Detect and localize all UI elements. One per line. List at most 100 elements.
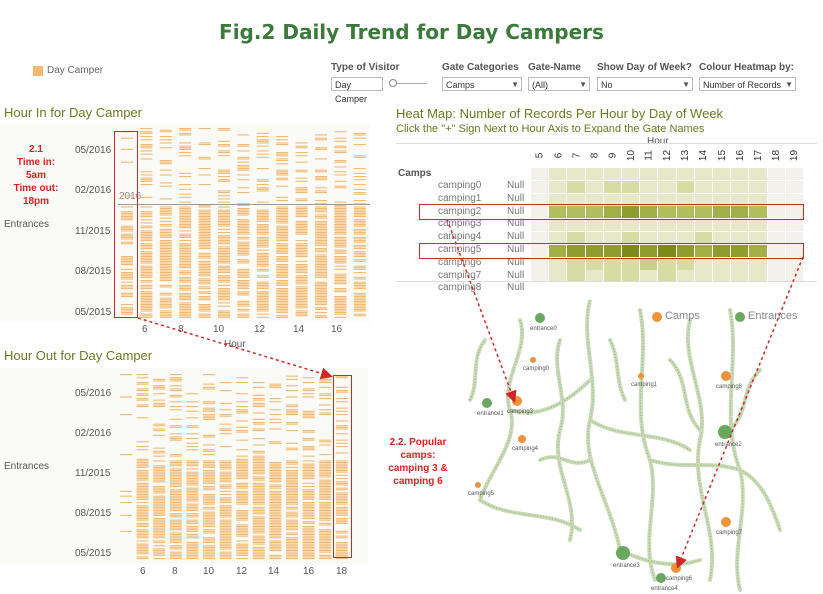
camping4-marker[interactable] xyxy=(518,435,526,443)
visitor-slider-track[interactable] xyxy=(397,83,427,84)
heatmap-cell[interactable] xyxy=(531,206,549,219)
heatmap-cell[interactable] xyxy=(749,168,767,180)
heatmap-cell[interactable] xyxy=(567,219,585,232)
heatmap-cell[interactable] xyxy=(549,232,567,244)
heatmap-cell[interactable] xyxy=(713,180,731,193)
heatmap-cell[interactable] xyxy=(767,206,785,219)
heatmap-cell[interactable] xyxy=(731,257,749,270)
heatmap-cell[interactable] xyxy=(622,168,640,180)
camping8-marker[interactable] xyxy=(721,371,731,381)
heatmap-cell[interactable] xyxy=(785,232,803,244)
heatmap-cell[interactable] xyxy=(658,244,676,257)
heatmap-cell[interactable] xyxy=(640,219,658,232)
heatmap-cell[interactable] xyxy=(767,257,785,270)
heatmap-cell[interactable] xyxy=(640,244,658,257)
heatmap-cell[interactable] xyxy=(658,206,676,219)
heatmap-cell[interactable] xyxy=(785,257,803,270)
heatmap-cell[interactable] xyxy=(603,232,621,244)
heatmap-cell[interactable] xyxy=(749,206,767,219)
heatmap-cell[interactable] xyxy=(676,219,694,232)
visitor-type-value[interactable]: Day Camper xyxy=(331,77,383,104)
heatmap-cell[interactable] xyxy=(658,257,676,270)
entrance1-marker[interactable] xyxy=(482,398,492,408)
camping6-marker[interactable] xyxy=(671,563,681,573)
heatmap-cell[interactable] xyxy=(658,180,676,193)
heatmap-cell[interactable] xyxy=(749,180,767,193)
heatmap-cell[interactable] xyxy=(531,180,549,193)
heatmap-cell[interactable] xyxy=(767,232,785,244)
camping5-marker[interactable] xyxy=(475,482,481,488)
heatmap-cell[interactable] xyxy=(731,180,749,193)
heatmap-cell[interactable] xyxy=(585,232,603,244)
heatmap-cell[interactable] xyxy=(640,270,658,283)
visitor-slider-knob[interactable] xyxy=(389,79,397,87)
camping0-marker[interactable] xyxy=(530,357,536,363)
heatmap-cell[interactable] xyxy=(622,244,640,257)
heatmap-cell[interactable] xyxy=(658,270,676,283)
heatmap-cell[interactable] xyxy=(549,206,567,219)
heatmap-cell[interactable] xyxy=(531,257,549,270)
heatmap-cell[interactable] xyxy=(549,270,567,283)
heatmap-cell[interactable] xyxy=(767,180,785,193)
heatmap-cell[interactable] xyxy=(585,180,603,193)
heatmap-cell[interactable] xyxy=(567,257,585,270)
heatmap-cell[interactable] xyxy=(567,168,585,180)
heatmap-cell[interactable] xyxy=(767,193,785,206)
heatmap-cell[interactable] xyxy=(785,168,803,180)
heatmap-cell[interactable] xyxy=(567,244,585,257)
heatmap-x-header[interactable]: Hour xyxy=(647,136,669,147)
heatmap-cell[interactable] xyxy=(676,232,694,244)
heatmap-cell[interactable] xyxy=(622,180,640,193)
heatmap-cell[interactable] xyxy=(713,206,731,219)
heatmap-cell[interactable] xyxy=(567,270,585,283)
heatmap-cell[interactable] xyxy=(694,180,712,193)
heatmap-cell[interactable] xyxy=(585,244,603,257)
entrance2-marker[interactable] xyxy=(718,425,732,439)
heatmap-cell[interactable] xyxy=(585,168,603,180)
heatmap-cell[interactable] xyxy=(622,206,640,219)
heatmap-cell[interactable] xyxy=(585,206,603,219)
heatmap-cell[interactable] xyxy=(585,257,603,270)
heatmap-cell[interactable] xyxy=(640,206,658,219)
heatmap-cell[interactable] xyxy=(603,168,621,180)
heatmap-cell[interactable] xyxy=(622,193,640,206)
heatmap-cell[interactable] xyxy=(713,257,731,270)
heatmap-cell[interactable] xyxy=(731,232,749,244)
heatmap-cell[interactable] xyxy=(531,270,549,283)
heatmap-cell[interactable] xyxy=(603,206,621,219)
heatmap-cell[interactable] xyxy=(658,168,676,180)
heatmap-cell[interactable] xyxy=(676,244,694,257)
show-dow-select[interactable]: No ▼ xyxy=(597,77,693,91)
heatmap-cell[interactable] xyxy=(585,193,603,206)
camping7-marker[interactable] xyxy=(721,517,731,527)
heatmap-cell[interactable] xyxy=(731,193,749,206)
heatmap-cell[interactable] xyxy=(785,206,803,219)
heatmap-cell[interactable] xyxy=(785,219,803,232)
heatmap-cell[interactable] xyxy=(549,219,567,232)
heatmap-cell[interactable] xyxy=(749,257,767,270)
camping1-marker[interactable] xyxy=(638,373,644,379)
heatmap-cell[interactable] xyxy=(676,180,694,193)
camping3-marker[interactable] xyxy=(512,396,522,406)
heatmap-cell[interactable] xyxy=(640,257,658,270)
heatmap-cell[interactable] xyxy=(713,244,731,257)
heatmap-cell[interactable] xyxy=(713,193,731,206)
heatmap-cell[interactable] xyxy=(785,244,803,257)
heatmap-cell[interactable] xyxy=(749,219,767,232)
heatmap-cell[interactable] xyxy=(713,232,731,244)
heatmap-cell[interactable] xyxy=(713,219,731,232)
heatmap-cell[interactable] xyxy=(603,270,621,283)
heatmap-cell[interactable] xyxy=(531,168,549,180)
heatmap-cell[interactable] xyxy=(694,193,712,206)
heatmap-cell[interactable] xyxy=(549,168,567,180)
heatmap-cell[interactable] xyxy=(731,219,749,232)
heatmap-cell[interactable] xyxy=(603,257,621,270)
heatmap-cell[interactable] xyxy=(658,193,676,206)
heatmap-cell[interactable] xyxy=(531,193,549,206)
heatmap-cell[interactable] xyxy=(603,219,621,232)
heatmap-cell[interactable] xyxy=(603,180,621,193)
heatmap-cell[interactable] xyxy=(694,244,712,257)
heatmap-cell[interactable] xyxy=(640,180,658,193)
heatmap-cell[interactable] xyxy=(549,180,567,193)
heatmap-cell[interactable] xyxy=(749,244,767,257)
